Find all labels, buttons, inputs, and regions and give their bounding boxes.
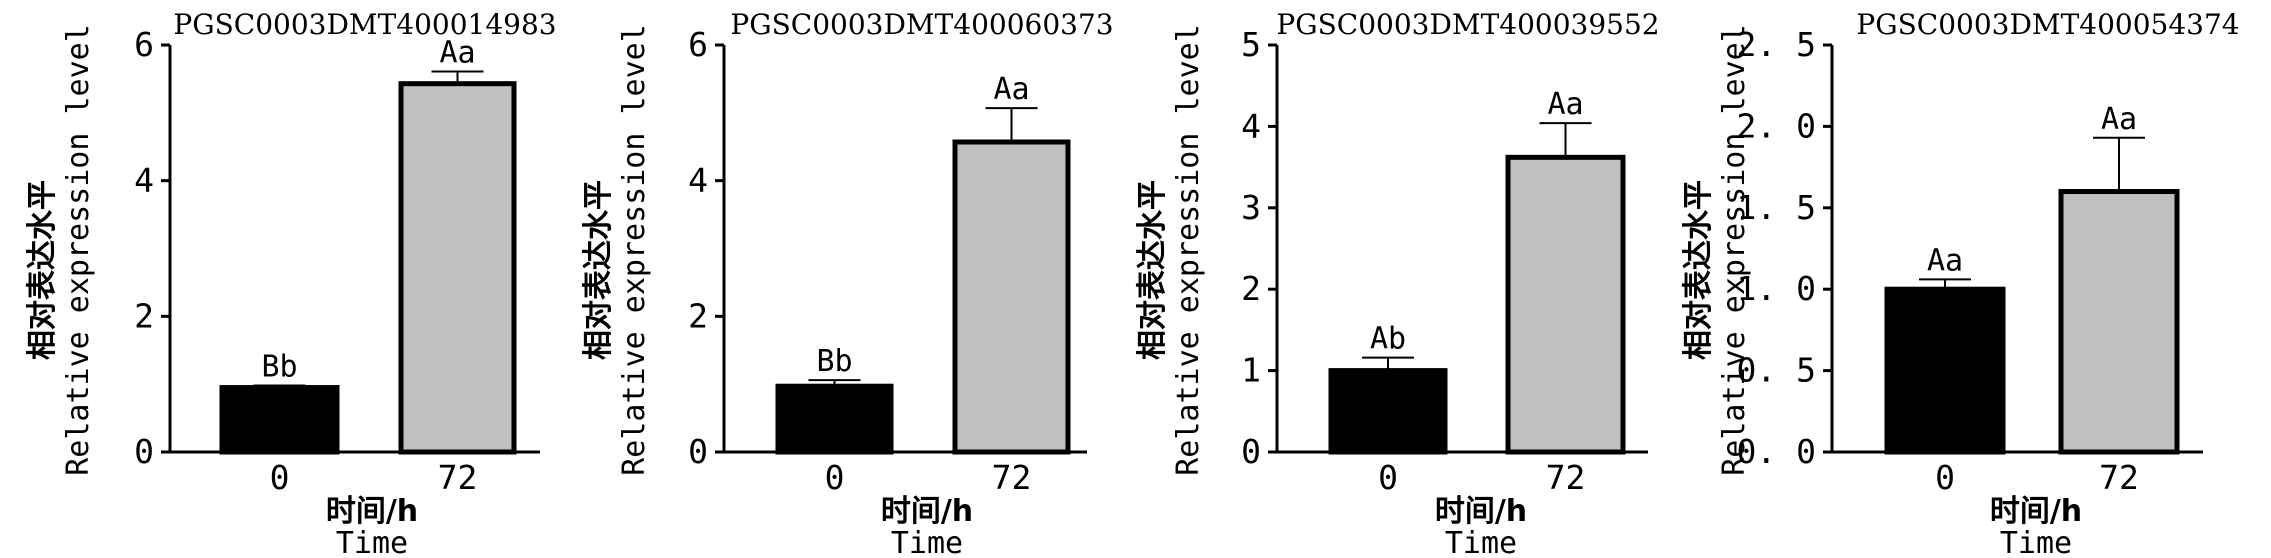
y-tick-label: 0 (688, 432, 708, 471)
chart-title: PGSC0003DMT400039552 (1276, 8, 1659, 41)
y-axis-label-cn: 相对表达水平 (581, 180, 616, 360)
chart-title: PGSC0003DMT400060373 (730, 8, 1113, 41)
significance-label: Bb (261, 350, 297, 385)
y-axis-label-cn: 相对表达水平 (25, 180, 60, 360)
y-tick-label: 0 (1241, 432, 1261, 471)
x-axis-label-cn: 时间/h (1990, 494, 2082, 529)
y-tick-label: 6 (134, 25, 154, 64)
chart-panel-3: PGSC0003DMT400039552 0 1 2 3 4 5 Ab 0 Aa 72 时间/hTim… (1135, 8, 1660, 558)
significance-label: Bb (816, 344, 852, 379)
x-tick-label: 72 (1546, 458, 1586, 497)
chart-title: PGSC0003DMT400014983 (173, 8, 556, 41)
y-tick-label: 4 (134, 161, 154, 200)
y-tick-label: 4 (1241, 106, 1261, 145)
significance-label: Aa (993, 72, 1029, 107)
x-tick-label: 0 (270, 458, 290, 497)
y-tick-label: 2. 5 (1737, 25, 1816, 64)
bar-72 (2058, 189, 2180, 455)
significance-label: Aa (1547, 87, 1583, 122)
x-axis-label-cn: 时间/h (881, 494, 973, 529)
significance-label: Aa (439, 35, 475, 70)
y-tick-label: 0. 5 (1737, 351, 1816, 390)
bar-0 (219, 385, 340, 455)
y-axis-label-cn: 相对表达水平 (1135, 180, 1170, 360)
y-axis-label: Relative expression level (61, 24, 96, 476)
y-tick-label: 0 (134, 432, 154, 471)
x-tick-label: 0 (1935, 458, 1955, 497)
chart-title: PGSC0003DMT400054374 (1856, 8, 2239, 41)
x-axis-label: Time (1445, 526, 1517, 558)
x-axis-label: Time (2000, 526, 2072, 558)
y-tick-label: 6 (688, 25, 708, 64)
chart-panel-4: PGSC0003DMT400054374 0. 0 0. 5 1. 0 1. 5 2. 0… (1681, 8, 2240, 558)
x-tick-label: 0 (1378, 458, 1398, 497)
bar-0 (1328, 368, 1448, 455)
y-axis-label: Relative expression level (1171, 24, 1206, 476)
x-axis-label-cn: 时间/h (1435, 494, 1527, 529)
y-tick-label: 1 (1241, 351, 1261, 390)
x-tick-label: 72 (438, 458, 478, 497)
y-tick-label: 3 (1241, 188, 1261, 227)
bar-72 (1505, 154, 1626, 455)
x-axis-label-cn: 时间/h (326, 494, 418, 529)
bar-72 (952, 139, 1071, 455)
y-tick-label: 5 (1241, 25, 1261, 64)
bar-0 (775, 383, 894, 455)
x-tick-label: 0 (825, 458, 845, 497)
x-tick-label: 72 (2099, 458, 2139, 497)
significance-label: Aa (2101, 102, 2137, 137)
significance-label: Ab (1370, 322, 1406, 357)
y-axis-label-cn: 相对表达水平 (1681, 180, 1716, 360)
x-tick-label: 72 (992, 458, 1032, 497)
y-tick-label: 1. 5 (1737, 188, 1816, 227)
x-axis-label: Time (336, 526, 408, 558)
bar-72 (398, 81, 517, 455)
x-axis-label: Time (891, 526, 963, 558)
y-axis-label: Relative expression level (1717, 24, 1752, 476)
y-axis-label: Relative expression level (617, 24, 652, 476)
y-tick-label: 2 (688, 296, 708, 335)
y-tick-label: 2. 0 (1737, 106, 1816, 145)
y-tick-label: 0. 0 (1737, 432, 1816, 471)
y-tick-label: 1. 0 (1737, 269, 1816, 308)
y-tick-label: 2 (1241, 269, 1261, 308)
bar-0 (1884, 286, 2006, 455)
significance-label: Aa (1927, 243, 1963, 278)
y-tick-label: 4 (688, 161, 708, 200)
y-tick-label: 2 (134, 296, 154, 335)
